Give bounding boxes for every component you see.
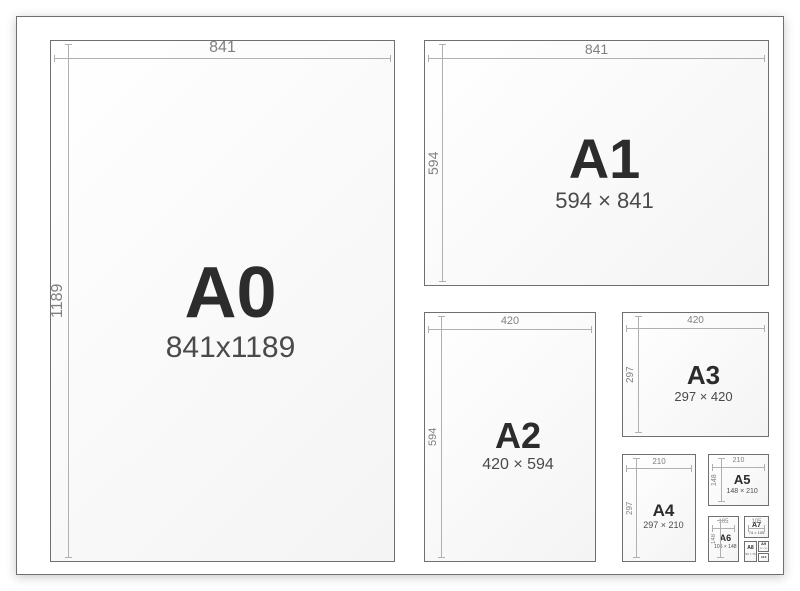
- paper-a3: A3 297 × 420: [622, 312, 769, 437]
- dim-label: 841: [428, 41, 765, 57]
- paper-title: A8: [747, 546, 753, 551]
- dim-bracket-v: [442, 44, 443, 282]
- paper-dimensions: 841x1189: [166, 331, 296, 364]
- paper-dimensions: 297 × 420: [674, 390, 732, 404]
- dim-label: 1189: [49, 44, 67, 558]
- dim-label: 148: [711, 458, 718, 502]
- paper-a0: A0841x1189: [50, 40, 395, 562]
- paper-dimensions: 594 × 841: [555, 189, 653, 213]
- dim-label: 297: [625, 458, 634, 558]
- dim-bracket-h: [626, 328, 765, 329]
- dim-label: 420: [626, 315, 765, 326]
- dim-bracket-h: [712, 467, 765, 468]
- paper-a8: A8 52 × 74: [744, 541, 757, 562]
- paper-dimensions: 105 × 148: [714, 545, 736, 551]
- dim-label: 594: [427, 316, 439, 558]
- dim-bracket-v: [720, 520, 721, 558]
- paper-title: A10: [761, 556, 767, 559]
- dim-label: 148: [711, 520, 717, 558]
- paper-a2: A2 420 × 594: [424, 312, 596, 562]
- dim-bracket-v: [68, 44, 69, 558]
- dim-bracket-h: [428, 329, 592, 330]
- dim-label: 297: [625, 316, 636, 433]
- dim-bracket-v: [441, 316, 442, 558]
- dim-bracket-h: [54, 58, 391, 59]
- dim-bracket-v: [636, 458, 637, 558]
- paper-dimensions: 148 × 210: [726, 488, 757, 496]
- paper-title: A4: [653, 502, 675, 519]
- dim-bracket-h: [748, 528, 765, 529]
- dim-label: 841: [54, 39, 391, 57]
- paper-title: A2: [495, 418, 541, 454]
- paper-title: A6: [720, 534, 732, 543]
- diagram-stage: A0841x11898411189A1594 × 841841594A2420 …: [0, 0, 800, 591]
- paper-dimensions: 74 × 105: [749, 531, 765, 535]
- dim-label: 105: [748, 519, 765, 525]
- paper-a9: A9 37 × 52: [758, 541, 769, 552]
- dim-bracket-h: [428, 58, 765, 59]
- paper-dimensions: 297 × 210: [643, 521, 683, 531]
- paper-a10: A10: [758, 553, 769, 562]
- paper-title: A5: [734, 473, 751, 486]
- paper-title: A9: [761, 542, 766, 546]
- paper-title: A0: [184, 257, 276, 329]
- paper-dimensions: 420 × 594: [482, 456, 554, 474]
- paper-dimensions: 37 × 52: [760, 548, 767, 550]
- paper-title: A1: [569, 131, 641, 187]
- dim-bracket-v: [638, 316, 639, 433]
- dim-label: 594: [425, 44, 441, 282]
- dim-label: 420: [428, 315, 592, 327]
- paper-title: A3: [687, 362, 720, 388]
- paper-a1: A1594 × 841: [424, 40, 769, 286]
- dim-bracket-v: [721, 458, 722, 502]
- paper-dimensions: 52 × 74: [745, 553, 755, 556]
